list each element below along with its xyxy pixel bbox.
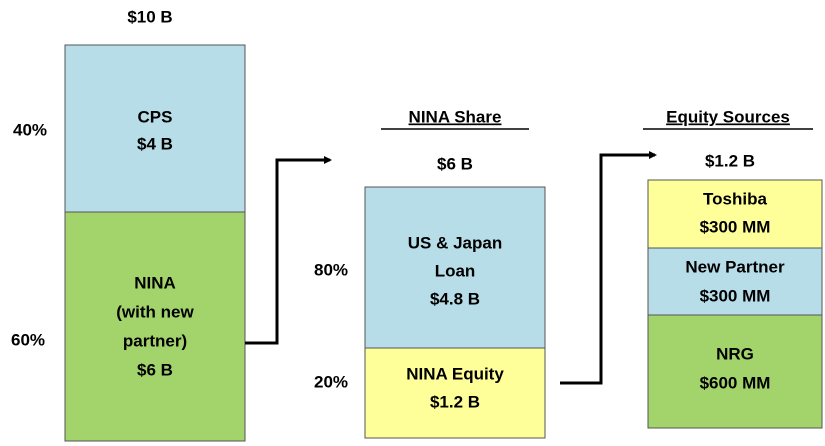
percent: 60% [11, 330, 45, 349]
label: NRG [716, 344, 754, 363]
label: $600 MM [700, 373, 771, 392]
total: $6 B [437, 154, 473, 173]
percent: 20% [314, 372, 348, 391]
arrow [245, 156, 332, 345]
label: NINA Equity [406, 364, 504, 383]
label: $300 MM [700, 286, 771, 305]
nina-segment [64, 211, 246, 442]
label: $6 B [137, 360, 173, 379]
cps-segment [64, 44, 246, 213]
label: $4 B [137, 134, 173, 153]
label: NINA [134, 273, 176, 292]
arrow [560, 151, 657, 385]
label: Toshiba [703, 189, 767, 208]
partner-segment [647, 247, 823, 316]
block-title: NINA Share [409, 107, 502, 126]
label: (with new [116, 302, 194, 321]
label: US & Japan [408, 233, 502, 252]
label: Loan [435, 261, 476, 280]
total: $10 B [127, 7, 172, 26]
nrg-segment [647, 314, 823, 429]
percent: 40% [13, 120, 47, 139]
label: $4.8 B [430, 289, 480, 308]
percent: 80% [314, 260, 348, 279]
label: $300 MM [700, 217, 771, 236]
label: CPS [138, 107, 173, 126]
toshiba-segment [647, 179, 823, 249]
total: $1.2 B [705, 151, 755, 170]
label: New Partner [685, 257, 785, 276]
label: $1.2 B [430, 392, 480, 411]
label: partner) [123, 331, 187, 350]
block-title: Equity Sources [666, 107, 790, 126]
equity-segment [364, 347, 546, 439]
